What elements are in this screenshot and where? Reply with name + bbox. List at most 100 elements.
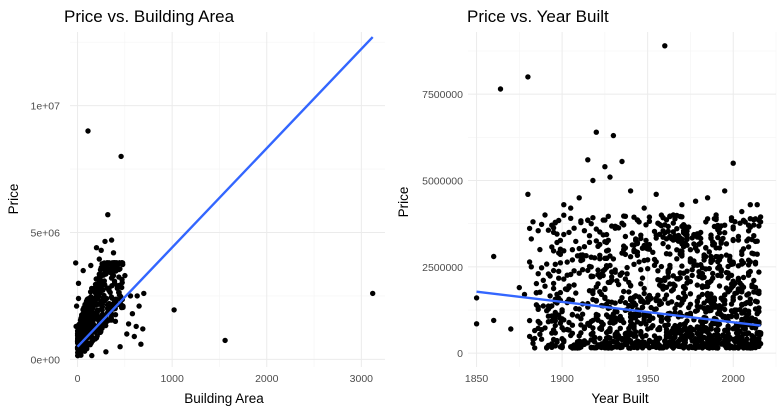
data-point (633, 293, 639, 299)
data-point (602, 285, 608, 292)
data-point (102, 270, 108, 277)
data-point (535, 228, 541, 234)
data-point (675, 294, 682, 301)
data-point (103, 349, 109, 355)
data-point (104, 260, 110, 266)
data-point (694, 248, 700, 254)
data-point (679, 241, 685, 247)
data-point (110, 250, 117, 256)
data-point (104, 302, 111, 308)
data-point (668, 299, 675, 305)
data-point (550, 229, 557, 235)
data-point (607, 174, 613, 180)
data-point (131, 333, 137, 340)
data-point (686, 224, 692, 230)
x-tick-label: 1000 (160, 373, 184, 385)
data-point (600, 272, 606, 279)
data-point (701, 252, 707, 258)
data-point (571, 225, 577, 231)
data-point (674, 247, 680, 253)
data-point (752, 325, 759, 331)
data-point (602, 255, 608, 261)
data-point (108, 294, 115, 300)
data-point (73, 260, 79, 266)
data-point (528, 264, 534, 270)
trend-line (476, 290, 761, 327)
data-point (631, 344, 637, 351)
data-point (645, 246, 651, 252)
data-point (108, 237, 115, 243)
data-point (612, 339, 618, 345)
data-point (103, 322, 109, 329)
data-point (588, 331, 594, 337)
data-point (77, 333, 84, 339)
data-point (595, 267, 601, 273)
y-tick-label: 1e+07 (31, 101, 61, 113)
data-point (698, 235, 704, 242)
data-point (491, 253, 497, 260)
data-point (93, 313, 99, 320)
data-point (653, 191, 659, 197)
data-point (754, 331, 760, 337)
data-point (722, 230, 728, 236)
data-point (638, 267, 644, 273)
data-point (627, 254, 634, 260)
data-point (557, 344, 564, 350)
data-point (585, 217, 591, 223)
data-point (526, 317, 533, 324)
data-point (622, 330, 629, 337)
x-axis-title: Year Built (591, 391, 649, 406)
data-point (658, 283, 665, 290)
data-point (118, 260, 125, 266)
data-point (564, 272, 570, 278)
data-point (739, 316, 745, 323)
data-point (86, 302, 93, 309)
data-point (713, 304, 719, 310)
data-point (626, 325, 632, 332)
data-point (651, 228, 658, 235)
data-point (739, 248, 745, 255)
data-point (735, 277, 742, 283)
data-point (588, 221, 594, 227)
data-point (556, 217, 562, 224)
data-point (101, 292, 107, 299)
data-point (684, 275, 690, 281)
data-point (619, 342, 625, 348)
data-point (590, 177, 596, 184)
data-point (530, 219, 536, 225)
data-point (585, 267, 591, 274)
data-point (694, 282, 700, 288)
data-point (569, 312, 576, 318)
data-point (754, 289, 760, 296)
data-point (674, 256, 680, 262)
data-point (629, 321, 635, 327)
data-point (752, 306, 759, 312)
data-point (742, 301, 748, 307)
data-point (665, 223, 671, 230)
data-point (585, 320, 591, 327)
data-point (578, 330, 584, 336)
data-point (537, 320, 543, 326)
data-point (535, 271, 541, 277)
data-point (631, 315, 637, 321)
data-point (96, 273, 103, 279)
data-point (590, 215, 596, 221)
data-point (612, 331, 618, 338)
data-point (667, 265, 673, 271)
data-point (735, 233, 742, 240)
data-point (626, 302, 632, 309)
data-point (670, 286, 676, 293)
data-point (571, 282, 577, 288)
data-point (612, 300, 618, 306)
data-point (751, 217, 757, 223)
data-point (749, 284, 755, 290)
data-point (660, 234, 666, 240)
data-point (98, 306, 105, 312)
data-point (576, 195, 582, 201)
y-tick-label: 0 (457, 348, 463, 360)
data-point (607, 262, 613, 269)
data-point (723, 241, 730, 247)
data-point (619, 220, 625, 226)
data-point (655, 268, 661, 274)
data-point (641, 339, 647, 345)
